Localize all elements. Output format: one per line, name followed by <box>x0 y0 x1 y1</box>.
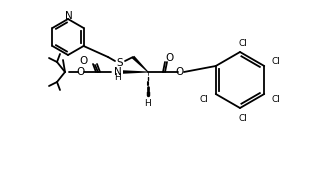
Text: Cl: Cl <box>239 114 248 122</box>
Text: H: H <box>145 98 151 107</box>
Text: N: N <box>65 11 73 21</box>
Text: O: O <box>77 67 85 77</box>
Text: Cl: Cl <box>272 95 281 103</box>
Text: O: O <box>176 67 184 77</box>
Text: N: N <box>114 67 122 77</box>
Polygon shape <box>123 70 148 74</box>
Text: Cl: Cl <box>239 38 248 48</box>
Polygon shape <box>132 56 148 72</box>
Text: Cl: Cl <box>199 95 208 103</box>
Text: S: S <box>117 58 123 68</box>
Text: O: O <box>166 53 174 63</box>
Text: O: O <box>80 56 88 66</box>
Text: Cl: Cl <box>272 56 281 65</box>
Text: H: H <box>115 73 121 82</box>
